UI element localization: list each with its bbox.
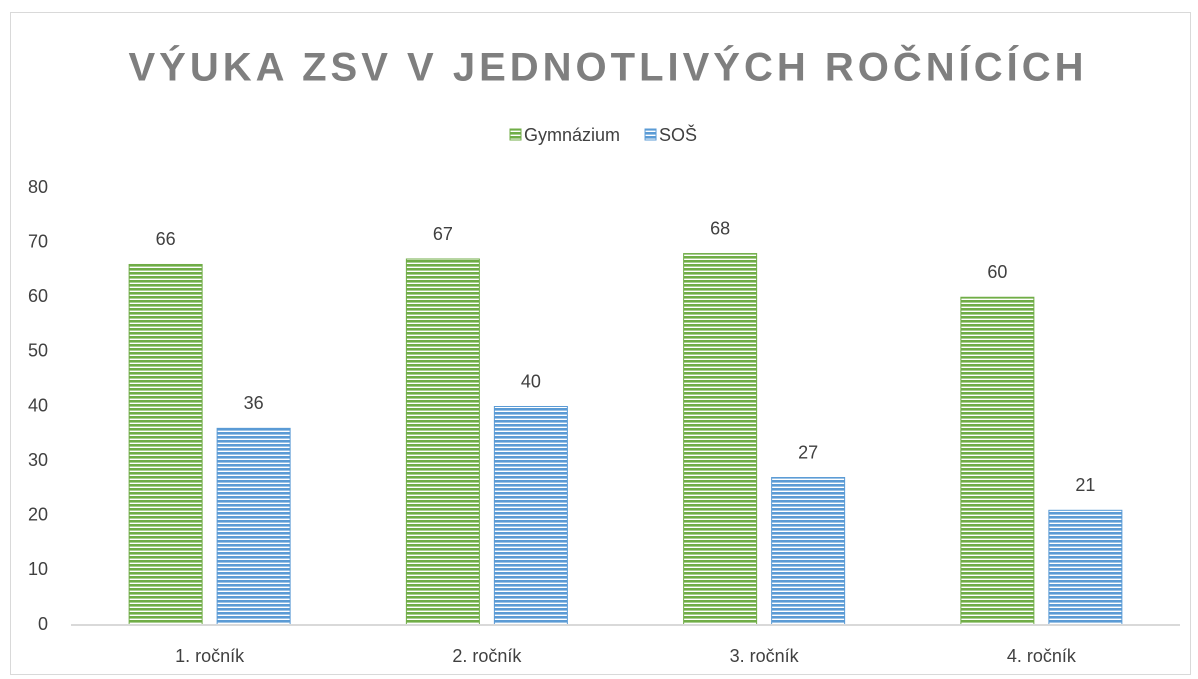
- data-label: 60: [987, 262, 1007, 282]
- y-tick-label: 60: [28, 286, 48, 306]
- data-label: 67: [433, 224, 453, 244]
- data-label: 68: [710, 218, 730, 238]
- y-tick-label: 40: [28, 395, 48, 415]
- bar: [216, 427, 291, 626]
- bar: [683, 253, 758, 626]
- x-tick-label: 4. ročník: [1007, 646, 1077, 666]
- y-tick-label: 80: [28, 177, 48, 197]
- x-tick-label: 3. ročník: [730, 646, 800, 666]
- legend-label: SOŠ: [659, 124, 697, 145]
- bar: [493, 406, 568, 626]
- legend-swatch: [644, 128, 657, 141]
- bar: [1048, 509, 1123, 626]
- bar: [405, 258, 480, 626]
- x-tick-label: 2. ročník: [452, 646, 522, 666]
- data-label: 40: [521, 371, 541, 391]
- bar: [128, 263, 203, 626]
- data-label: 27: [798, 442, 818, 462]
- x-tick-label: 1. ročník: [175, 646, 245, 666]
- legend-swatch: [509, 128, 522, 141]
- bar: [771, 477, 846, 626]
- y-tick-label: 70: [28, 231, 48, 251]
- data-label: 66: [156, 229, 176, 249]
- legend-label: Gymnázium: [524, 125, 620, 145]
- y-tick-label: 10: [28, 559, 48, 579]
- y-tick-label: 50: [28, 341, 48, 361]
- y-tick-label: 30: [28, 450, 48, 470]
- chart-title: VÝUKA ZSV V JEDNOTLIVÝCH ROČNÍCÍCH: [128, 44, 1087, 90]
- data-label: 36: [244, 393, 264, 413]
- bar: [960, 296, 1035, 626]
- data-label: 21: [1075, 475, 1095, 495]
- y-tick-label: 20: [28, 505, 48, 525]
- y-tick-label: 0: [38, 614, 48, 634]
